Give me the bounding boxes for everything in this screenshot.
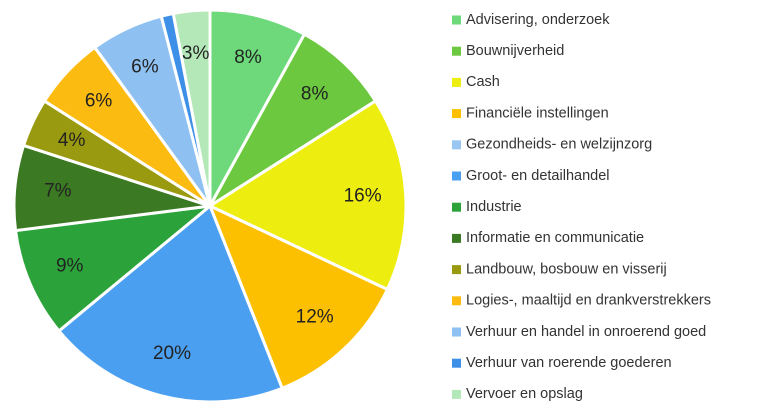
legend-swatch	[452, 265, 461, 275]
legend-swatch	[452, 77, 461, 87]
legend-swatch	[452, 109, 461, 119]
value-label: 8%	[301, 84, 329, 105]
value-label: 16%	[344, 185, 382, 206]
legend-label: Verhuur en handel in onroerend goed	[466, 324, 706, 340]
pie-slice	[208, 32, 378, 208]
value-label: 7%	[44, 181, 72, 202]
pie-slice	[206, 98, 408, 292]
legend-label: Logies-, maaltijd en drankverstrekkers	[466, 293, 711, 309]
legend-label: Landbouw, bosbouw en visserij	[466, 261, 667, 277]
legend-label: Vervoer en opslag	[466, 386, 583, 402]
value-label: 20%	[153, 343, 191, 364]
value-label: 12%	[296, 306, 334, 327]
value-label: 6%	[131, 57, 159, 78]
legend-swatch	[452, 140, 461, 150]
legend-swatch	[452, 15, 461, 25]
legend-label: Bouwnijverheid	[466, 43, 564, 59]
value-label: 9%	[56, 256, 84, 277]
value-label: 4%	[58, 130, 86, 151]
legend-swatch	[452, 46, 461, 56]
legend-swatch	[452, 171, 461, 181]
legend-swatch	[452, 327, 461, 337]
legend-swatch	[452, 358, 461, 368]
legend-label: Financiële instellingen	[466, 105, 609, 121]
legend-swatch	[452, 296, 461, 306]
value-label: 8%	[234, 47, 262, 68]
pie-slice	[13, 203, 215, 334]
pie-slice	[171, 8, 212, 207]
legend-label: Industrie	[466, 199, 522, 215]
legend-label: Groot- en detailhandel	[466, 168, 610, 184]
legend-label: Gezondheids- en welzijnzorg	[466, 137, 652, 153]
legend-label: Advisering, onderzoek	[466, 12, 610, 28]
value-label: 6%	[85, 90, 113, 111]
legend-label: Verhuur van roerende goederen	[466, 355, 672, 371]
legend-swatch	[452, 202, 461, 212]
legend-swatch	[452, 389, 461, 399]
legend-label: Cash	[466, 74, 500, 90]
legend-label: Informatie en communicatie	[466, 230, 644, 246]
legend-swatch	[452, 233, 461, 243]
pie-slice	[208, 8, 307, 207]
value-label: 3%	[182, 43, 210, 64]
pie-slice	[207, 203, 390, 391]
pie-slice	[56, 203, 285, 404]
